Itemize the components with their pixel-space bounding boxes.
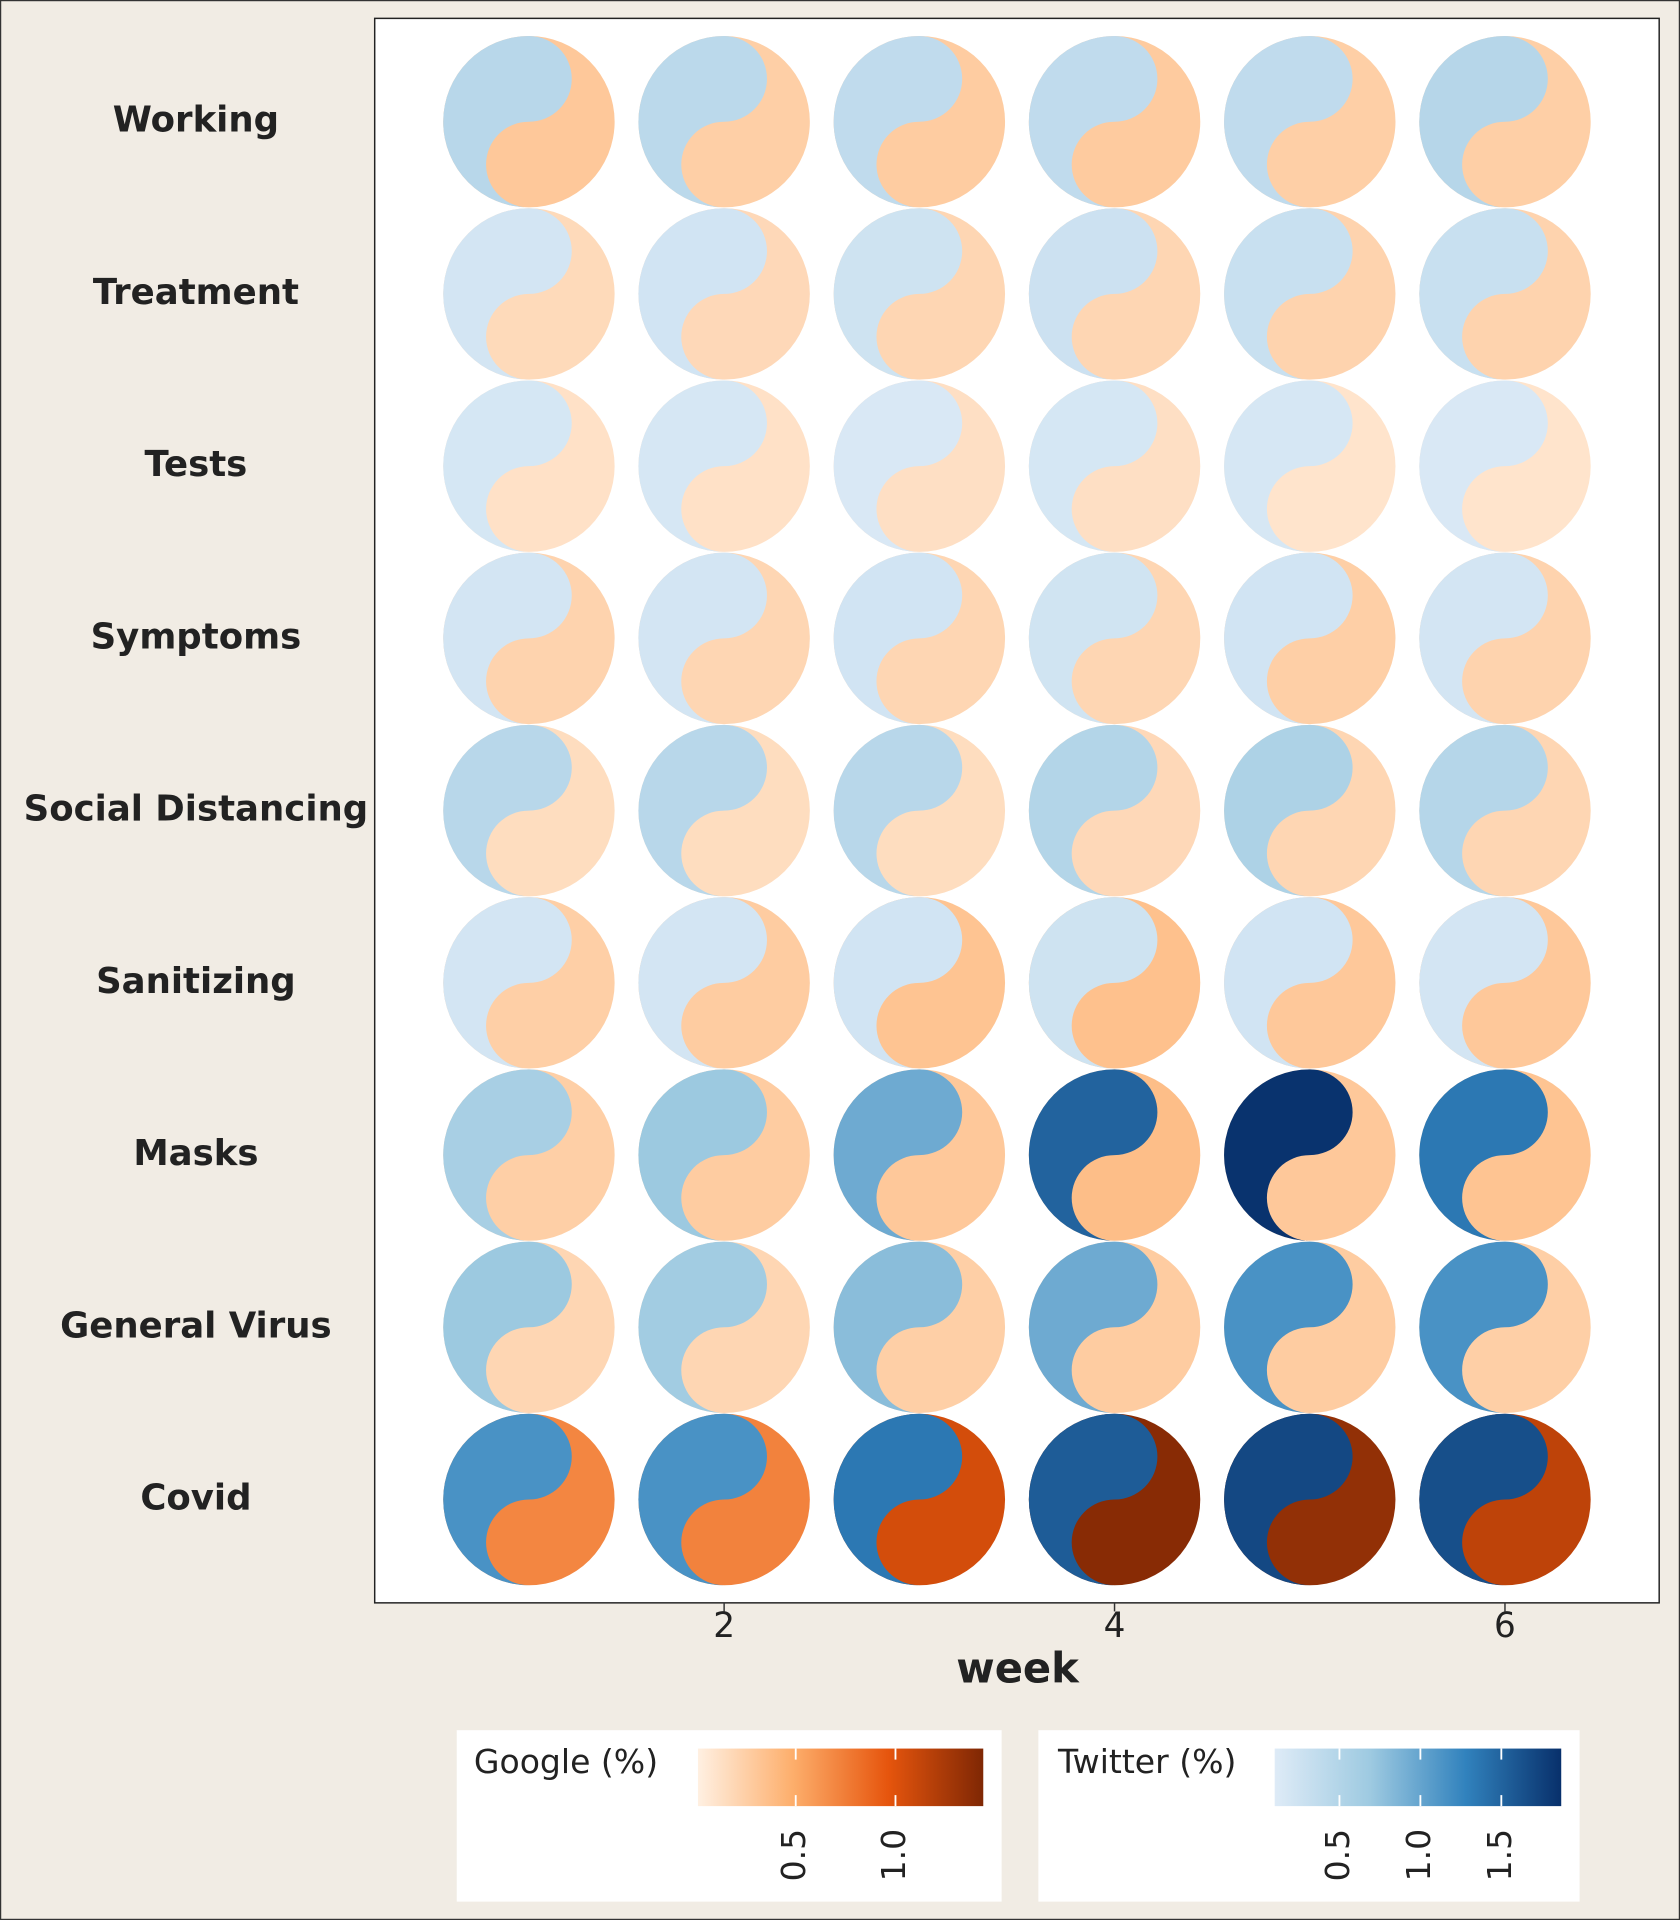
y-tick-label: Masks (133, 1133, 258, 1174)
twitter-glyph-half (1224, 380, 1353, 552)
twitter-glyph-half (1224, 897, 1353, 1069)
twitter-glyph-half (833, 1069, 963, 1241)
legend-title: Google (%) (474, 1742, 658, 1781)
twitter-glyph-half (833, 35, 963, 208)
twitter-glyph-half (443, 724, 572, 897)
twitter-glyph-half (638, 724, 767, 897)
twitter-glyph-half (1419, 1413, 1548, 1586)
twitter-glyph-half (1419, 897, 1548, 1069)
twitter-glyph-half (638, 35, 767, 208)
twitter-glyph-half (1224, 1069, 1353, 1241)
twitter-glyph-half (1224, 1241, 1353, 1414)
twitter-glyph-half (638, 380, 767, 552)
twitter-glyph-half (1419, 208, 1548, 380)
y-tick-label: Sanitizing (96, 961, 296, 1002)
twitter-glyph-half (1028, 724, 1158, 897)
y-tick-label: Tests (145, 444, 248, 485)
legend-tick-label: 1.0 (1399, 1829, 1438, 1882)
twitter-glyph-half (443, 1241, 572, 1414)
twitter-glyph-half (1419, 35, 1548, 208)
twitter-glyph-half (1028, 1241, 1158, 1414)
twitter-glyph-half (443, 897, 572, 1069)
twitter-glyph-half (1224, 724, 1353, 897)
x-tick-label: 4 (1104, 1606, 1126, 1646)
y-tick-label: Social Distancing (24, 789, 369, 830)
twitter-glyph-half (833, 724, 963, 897)
colorbar (697, 1748, 984, 1807)
twitter-glyph-half (443, 380, 572, 552)
twitter-glyph-half (833, 1241, 963, 1414)
twitter-glyph-half (1224, 35, 1353, 208)
y-tick-label: Working (113, 100, 279, 141)
twitter-glyph-half (1419, 380, 1548, 552)
y-tick-label: Covid (140, 1478, 251, 1519)
twitter-glyph-half (833, 552, 963, 725)
twitter-glyph-half (1028, 208, 1158, 380)
legend-tick-label: 0.5 (774, 1829, 813, 1882)
twitter-glyph-half (638, 1241, 767, 1414)
twitter-glyph-half (833, 897, 963, 1069)
legend-tick-label: 1.5 (1480, 1829, 1519, 1882)
twitter-glyph-half (1028, 35, 1158, 208)
legend-tick-label: 0.5 (1318, 1829, 1357, 1882)
twitter-glyph-half (443, 1069, 572, 1241)
twitter-glyph-half (1028, 380, 1158, 552)
twitter-glyph-half (1028, 897, 1158, 1069)
colorbar (1274, 1748, 1562, 1807)
twitter-glyph-half (1419, 552, 1548, 725)
twitter-glyph-half (443, 35, 572, 208)
twitter-glyph-half (1224, 208, 1353, 380)
twitter-glyph-half (1028, 552, 1158, 725)
twitter-glyph-half (1028, 1413, 1158, 1586)
y-tick-label: General Virus (60, 1305, 332, 1346)
twitter-glyph-half (1224, 552, 1353, 725)
twitter-glyph-half (638, 208, 767, 380)
twitter-glyph-half (833, 380, 963, 552)
x-tick-label: 6 (1494, 1606, 1516, 1646)
twitter-glyph-half (638, 897, 767, 1069)
legend-tick-label: 1.0 (874, 1829, 913, 1882)
x-axis-title: week (956, 1643, 1080, 1692)
twitter-glyph-half (443, 552, 572, 725)
twitter-glyph-half (1224, 1413, 1353, 1586)
twitter-glyph-half (1419, 1069, 1548, 1241)
twitter-glyph-half (638, 1069, 767, 1241)
twitter-glyph-half (638, 552, 767, 725)
y-tick-label: Symptoms (91, 616, 302, 657)
twitter-glyph-half (443, 1413, 572, 1586)
twitter-glyph-half (1419, 724, 1548, 897)
legend-title: Twitter (%) (1057, 1742, 1236, 1781)
y-tick-label: Treatment (93, 272, 299, 313)
twitter-glyph-half (1419, 1241, 1548, 1414)
twitter-glyph-half (443, 208, 572, 380)
twitter-glyph-half (833, 208, 963, 380)
twitter-glyph-half (638, 1413, 767, 1586)
twitter-glyph-half (833, 1413, 963, 1586)
twitter-glyph-half (1028, 1069, 1158, 1241)
x-tick-label: 2 (713, 1606, 735, 1646)
